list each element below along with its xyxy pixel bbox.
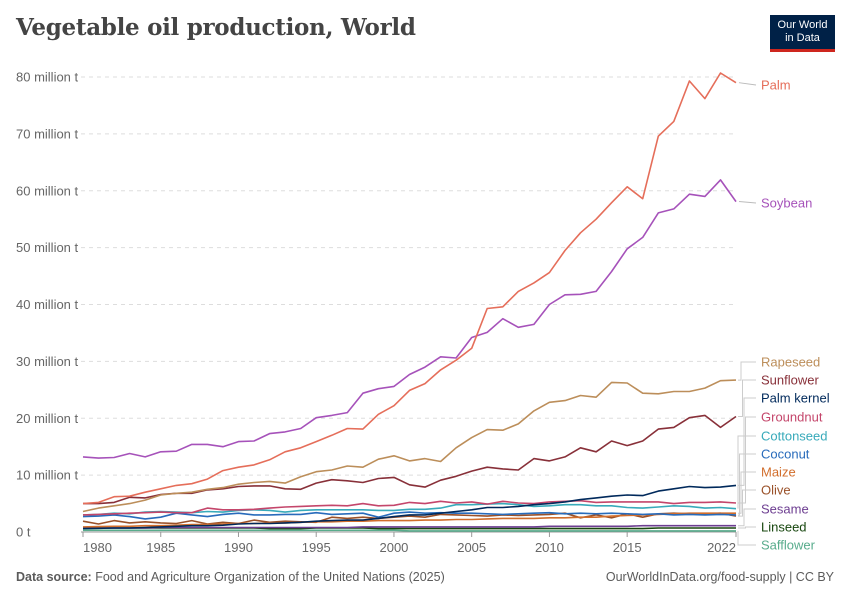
x-tick-label: 2000	[379, 540, 408, 555]
x-tick-label: 1980	[83, 540, 112, 555]
legend-connector	[738, 489, 756, 517]
chart-title: Vegetable oil production, World	[16, 14, 416, 41]
legend-label-sunflower: Sunflower	[761, 373, 819, 388]
legend-label-sesame: Sesame	[761, 502, 809, 517]
x-tick-label: 2005	[457, 540, 486, 555]
series-line-maize	[82, 512, 736, 528]
x-tick-label: 1995	[302, 540, 331, 555]
legend-connector	[738, 453, 756, 516]
legend-connector	[737, 435, 756, 509]
legend-connector	[737, 530, 756, 546]
legend-connector	[738, 416, 756, 504]
legend-connector	[738, 82, 757, 86]
data-source: Data source: Food and Agriculture Organi…	[16, 570, 445, 584]
legend-label-coconut: Coconut	[761, 447, 810, 462]
owid-logo[interactable]: Our World in Data	[770, 15, 835, 52]
x-tick-label: 2022	[707, 540, 736, 555]
legend-label-safflower: Safflower	[761, 538, 816, 553]
legend-connector	[738, 471, 756, 514]
logo-line-1: Our World	[777, 19, 828, 31]
source-text: Food and Agriculture Organization of the…	[95, 570, 445, 584]
legend-connector	[738, 508, 756, 527]
legend-label-rapeseed: Rapeseed	[761, 355, 820, 370]
legend-label-palm-kernel: Palm kernel	[761, 391, 830, 406]
series-line-rapeseed	[82, 379, 737, 513]
series-line-coconut	[82, 511, 737, 520]
y-tick-label: 30 million t	[16, 354, 79, 369]
x-tick-label: 2015	[613, 540, 642, 555]
legend-label-groundnut: Groundnut	[761, 410, 823, 425]
y-tick-label: 60 million t	[16, 183, 79, 198]
legend-label-palm: Palm	[761, 78, 791, 93]
series-line-sesame	[83, 524, 736, 529]
y-tick-label: 10 million t	[16, 468, 79, 483]
series-line-palm	[82, 72, 737, 505]
y-tick-label: 70 million t	[16, 126, 79, 141]
legend-label-maize: Maize	[761, 465, 796, 480]
x-tick-label: 1990	[224, 540, 253, 555]
legend-label-cottonseed: Cottonseed	[761, 429, 828, 444]
series-line-sunflower	[83, 414, 737, 505]
series-line-palm-kernel	[82, 484, 737, 530]
x-tick-label: 2010	[535, 540, 564, 555]
legend-connector	[738, 201, 757, 204]
y-tick-label: 20 million t	[16, 411, 79, 426]
y-tick-label: 0 t	[16, 525, 31, 540]
legend-connector	[738, 361, 756, 381]
x-tick-label: 1985	[146, 540, 175, 555]
legend-connector	[738, 379, 756, 418]
source-label: Data source:	[16, 570, 92, 584]
series-line-safflower	[83, 529, 736, 532]
legend-connector	[738, 526, 756, 529]
legend-label-linseed: Linseed	[761, 520, 807, 535]
series-line-groundnut	[82, 499, 737, 516]
legend-label-olive: Olive	[761, 483, 791, 498]
source-link[interactable]: OurWorldInData.org/food-supply | CC BY	[605, 570, 834, 584]
y-tick-label: 40 million t	[16, 297, 79, 312]
y-tick-label: 50 million t	[16, 240, 79, 255]
y-tick-label: 80 million t	[16, 70, 79, 85]
legend-label-soybean: Soybean	[761, 196, 812, 211]
logo-line-2: in Data	[785, 32, 820, 44]
series-line-soybean	[82, 179, 737, 459]
